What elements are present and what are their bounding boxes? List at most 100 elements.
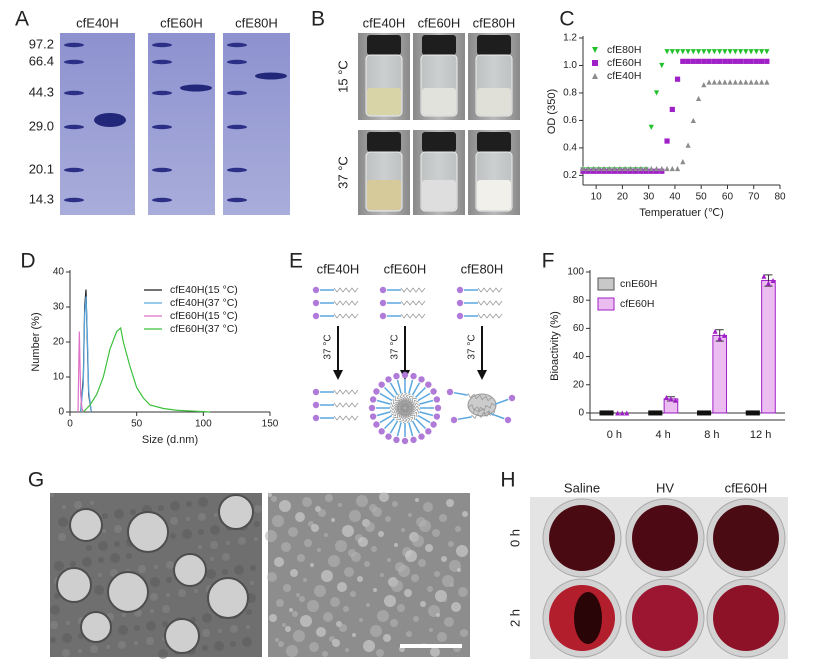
data-point bbox=[596, 168, 602, 174]
peptide-tail bbox=[333, 287, 359, 293]
tem-texture bbox=[98, 557, 104, 563]
peptide-head bbox=[425, 428, 432, 435]
tem-texture bbox=[106, 645, 110, 649]
tem-texture bbox=[166, 593, 170, 597]
replicate-point bbox=[599, 410, 605, 416]
peptide-chain bbox=[415, 418, 427, 430]
nanoparticle bbox=[80, 611, 112, 643]
tem-texture bbox=[304, 539, 312, 547]
peptide-head bbox=[378, 381, 385, 388]
tem-texture bbox=[62, 649, 70, 657]
y-tick-label: 20 bbox=[53, 337, 65, 348]
data-point bbox=[617, 165, 623, 172]
peptide-head bbox=[450, 416, 458, 424]
y-tick-label: 0 bbox=[58, 407, 64, 418]
arrow-head bbox=[333, 370, 343, 380]
tem-texture bbox=[303, 578, 307, 582]
tem-texture bbox=[364, 561, 370, 567]
peptide-tail bbox=[396, 402, 421, 413]
peptide-head bbox=[401, 371, 409, 379]
replicate-point bbox=[701, 410, 707, 416]
panel-label: G bbox=[28, 469, 44, 492]
temperature-label: 37 °C bbox=[335, 156, 350, 189]
data-point bbox=[732, 49, 738, 55]
data-point bbox=[685, 49, 691, 55]
tem-texture bbox=[226, 541, 230, 545]
peptide-chain bbox=[376, 411, 391, 417]
legend-label: cfE80H bbox=[607, 44, 641, 56]
tem-texture bbox=[295, 512, 305, 522]
tem-texture bbox=[198, 513, 206, 521]
data-point bbox=[716, 58, 723, 64]
replicate-point bbox=[604, 410, 610, 416]
tem-texture bbox=[134, 641, 138, 645]
replicate-point bbox=[619, 410, 625, 416]
legend-label: cfE40H(37 °C) bbox=[170, 297, 238, 309]
nanoparticle bbox=[127, 511, 169, 553]
vial-cap bbox=[422, 132, 456, 152]
tem-texture bbox=[365, 522, 375, 532]
replicate-point bbox=[712, 328, 718, 334]
replicate-point bbox=[663, 394, 669, 400]
tem-texture bbox=[390, 619, 398, 627]
tem-texture bbox=[339, 624, 347, 632]
ladder-band bbox=[152, 59, 172, 65]
peptide-chain bbox=[376, 399, 391, 405]
peptide-head bbox=[456, 299, 464, 307]
data-line bbox=[77, 331, 84, 413]
peptide-head bbox=[410, 436, 417, 444]
replicate-point bbox=[615, 410, 621, 416]
nanoparticle bbox=[69, 508, 103, 542]
peptide-tail bbox=[472, 402, 496, 415]
legend-label: cfE60H bbox=[620, 298, 654, 310]
peptide-head bbox=[433, 413, 441, 420]
tem-texture bbox=[118, 641, 126, 649]
peptide-tail bbox=[333, 402, 359, 408]
tem-texture bbox=[350, 591, 356, 597]
protein-band bbox=[94, 113, 126, 127]
legend-label: cnE60H bbox=[620, 278, 657, 290]
tem-texture bbox=[309, 642, 319, 652]
tem-texture bbox=[310, 563, 314, 567]
tem-texture bbox=[222, 569, 228, 575]
data-point bbox=[764, 49, 770, 55]
tem-texture bbox=[279, 500, 291, 512]
tem-texture bbox=[194, 589, 198, 593]
y-tick-label: 1.0 bbox=[563, 60, 577, 71]
data-point bbox=[743, 79, 749, 85]
x-tick-label: 40 bbox=[669, 192, 681, 203]
data-point bbox=[701, 58, 707, 64]
legend-marker bbox=[592, 73, 598, 79]
vial-liquid bbox=[367, 180, 401, 210]
lane-label: cfE60H bbox=[160, 15, 203, 30]
peptide-chain bbox=[379, 392, 393, 402]
bar bbox=[712, 334, 728, 414]
tem-texture bbox=[450, 583, 454, 587]
legend-label: cfE40H(15 °C) bbox=[170, 284, 238, 296]
arrow-label: 37 °C bbox=[323, 334, 334, 359]
tem-texture bbox=[408, 513, 412, 517]
data-point bbox=[722, 49, 728, 55]
marker-label: 66.4 bbox=[29, 53, 54, 68]
tem-texture bbox=[222, 553, 230, 561]
time-label: 0 h bbox=[507, 529, 522, 547]
legend-swatch bbox=[597, 297, 615, 311]
data-point bbox=[711, 58, 717, 64]
tem-texture bbox=[134, 625, 140, 631]
tem-texture bbox=[50, 493, 54, 497]
tem-texture bbox=[380, 573, 384, 577]
data-point bbox=[748, 58, 754, 64]
tem-texture bbox=[114, 509, 124, 519]
peptide-head bbox=[373, 421, 380, 428]
replicate-point bbox=[624, 410, 630, 416]
data-point bbox=[711, 79, 717, 85]
tem-texture bbox=[446, 499, 454, 507]
marker-label: 20.1 bbox=[29, 161, 54, 176]
data-point bbox=[753, 58, 759, 64]
tem-texture bbox=[366, 603, 370, 607]
tem-texture bbox=[363, 640, 375, 652]
sample-label: cfE60H bbox=[725, 480, 768, 495]
tem-texture bbox=[318, 509, 326, 517]
data-point bbox=[617, 168, 623, 174]
nanoparticle bbox=[218, 494, 254, 530]
